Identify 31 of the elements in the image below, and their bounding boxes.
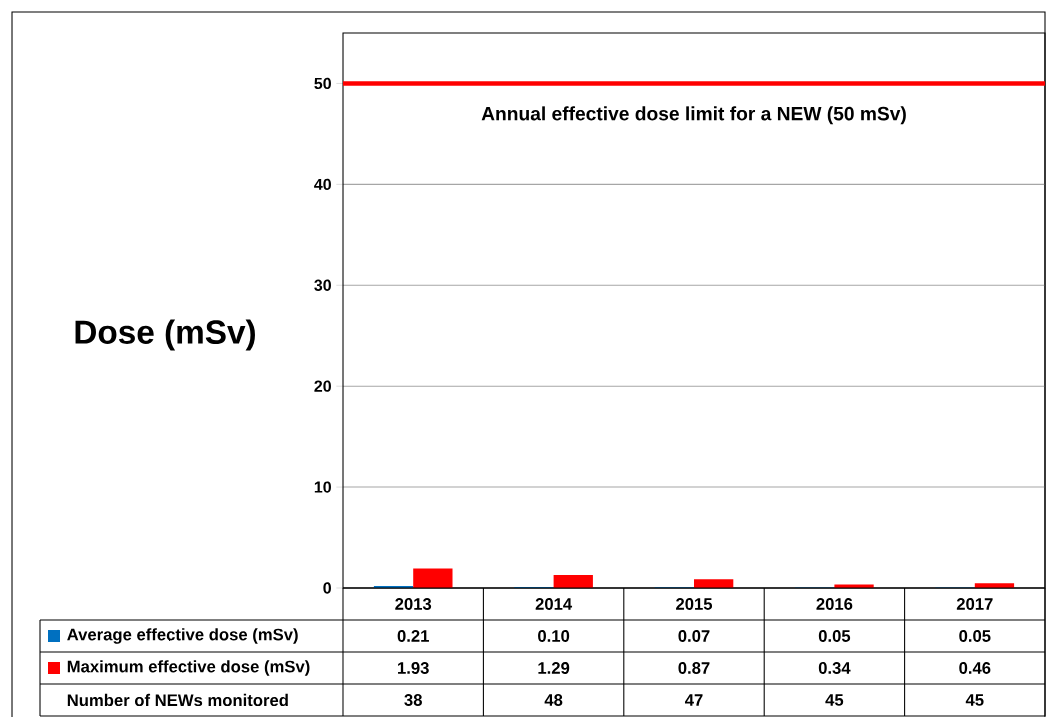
y-tick-label: 50 xyxy=(314,77,331,90)
text: 45 xyxy=(965,694,984,706)
y-tick-label: 40 xyxy=(314,178,331,191)
y-tick-label: 20 xyxy=(314,380,331,392)
data-label: 0.07 xyxy=(678,630,710,642)
y-axis-title: Dose (mSv) xyxy=(75,319,255,351)
data-label: 1.29 xyxy=(538,662,570,674)
x-tick-label: 2013 xyxy=(395,598,432,610)
legend-label: Average effective dose (mSv) xyxy=(67,628,298,644)
y-tick-label: 0 xyxy=(323,582,331,594)
data-label: 0.34 xyxy=(818,662,851,674)
ref-line-label: Annual effective dose limit for a NEW (50 mSv) xyxy=(481,106,906,125)
data-label: 0.87 xyxy=(678,662,710,674)
text: 45 xyxy=(825,694,844,706)
data-label: 0.05 xyxy=(959,630,991,642)
text: 47 xyxy=(684,694,703,706)
x-tick-label: 2014 xyxy=(535,598,573,610)
text: 48 xyxy=(544,694,563,706)
text: Number of NEWs monitored xyxy=(67,693,288,707)
legend-label: Maximum effective dose (mSv) xyxy=(67,660,310,676)
x-tick-label: 2016 xyxy=(816,598,853,610)
data-label: 1.93 xyxy=(398,662,429,674)
x-tick-label: 2017 xyxy=(956,598,993,610)
data-label: 0.05 xyxy=(818,630,851,642)
text: 38 xyxy=(404,694,422,706)
data-label: 0.21 xyxy=(397,630,429,642)
y-tick-label: 10 xyxy=(314,481,331,493)
y-tick-label: 30 xyxy=(314,279,331,291)
data-label: 0.46 xyxy=(959,662,991,674)
x-tick-label: 2015 xyxy=(676,598,713,610)
data-label: 0.10 xyxy=(538,630,570,642)
